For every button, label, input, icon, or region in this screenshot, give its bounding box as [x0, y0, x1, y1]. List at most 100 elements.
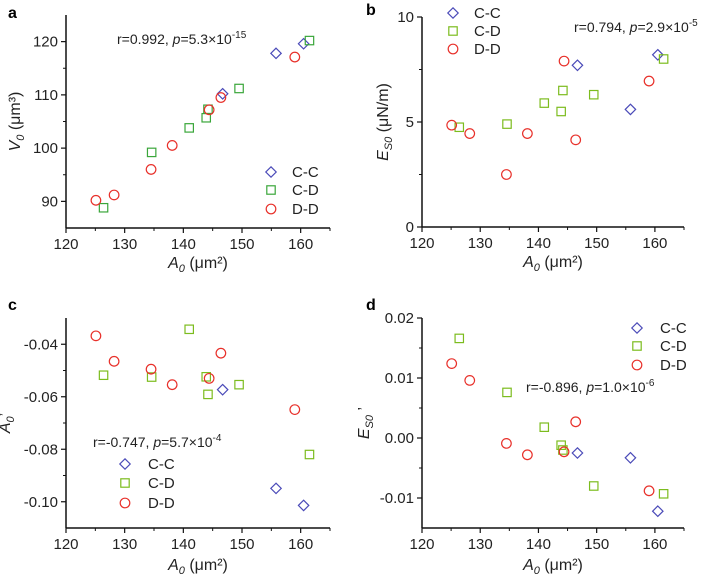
data-point-D-D — [521, 128, 533, 139]
x-label-unit: (μm²) — [185, 255, 228, 272]
x-tick-label: 140 — [171, 236, 196, 253]
legend-label-C-C: C-C — [474, 5, 501, 22]
x-tick-label: 150 — [584, 235, 609, 252]
data-point-C-C — [624, 103, 637, 116]
y-tick-label: 0.01 — [385, 370, 414, 387]
stats-annotation: r=0.794, p=2.9×10-5 — [574, 18, 698, 35]
p-exponent: -6 — [646, 378, 655, 389]
data-point-D-D — [501, 438, 512, 449]
series-C-D — [98, 35, 315, 213]
data-point-C-D — [539, 98, 550, 108]
x-label-unit: (μm²) — [540, 254, 583, 271]
y-axis-label: ES0 ’ — [356, 407, 376, 439]
y-tick-label: 90 — [41, 193, 58, 210]
data-point-C-C — [571, 59, 584, 72]
x-axis-label: A0 (μm²) — [522, 557, 583, 577]
y-label-unit: ’ — [0, 413, 14, 417]
data-point-D-D — [90, 330, 102, 342]
r-value: r=0.794, — [574, 19, 630, 35]
stats-annotation: r=-0.747, p=5.7×10-4 — [93, 433, 222, 450]
data-point-D-D — [203, 372, 215, 384]
data-point-C-D — [98, 370, 109, 381]
legend-marker-C-C — [264, 165, 278, 179]
data-point-C-D — [558, 445, 568, 455]
data-point-D-D — [90, 194, 102, 206]
x-tick-label: 150 — [229, 236, 254, 253]
data-point-D-D — [108, 189, 120, 201]
data-point-D-D — [215, 92, 227, 103]
legend-marker-C-C — [118, 457, 132, 471]
legend-label-D-D: D-D — [474, 41, 501, 58]
data-point-C-C — [651, 48, 664, 61]
legend-marker-D-D — [447, 43, 459, 55]
legend-label-C-D: C-D — [292, 182, 319, 199]
p-symbol: p — [172, 31, 181, 47]
data-point-D-D — [501, 169, 512, 180]
legend-label-D-D: D-D — [292, 201, 319, 218]
p-value: =5.3×10 — [180, 31, 232, 47]
y-tick-label: -0.06 — [24, 389, 58, 406]
data-point-D-D — [166, 379, 178, 391]
y-label-var: A — [0, 423, 14, 435]
data-point-C-C — [297, 499, 310, 512]
x-axis-label: A0 (μm²) — [167, 255, 228, 275]
data-point-C-C — [269, 47, 283, 60]
data-point-C-D — [184, 123, 194, 133]
stats-annotation: r=-0.896, p=1.0×10-6 — [526, 378, 655, 395]
panel-letter: b — [366, 2, 376, 19]
data-point-D-D — [289, 404, 301, 416]
r-value: r=-0.896, — [526, 379, 586, 395]
x-tick-label: 150 — [584, 536, 609, 553]
y-tick-label: 0.02 — [385, 310, 414, 327]
panel-letter: a — [8, 5, 17, 22]
y-label-var: E — [375, 150, 392, 161]
data-point-C-D — [539, 422, 550, 432]
x-tick-label: 120 — [409, 235, 434, 252]
p-symbol: p — [585, 379, 594, 395]
y-label-unit: ’ — [356, 407, 373, 415]
data-point-D-D — [558, 55, 570, 67]
legend-marker-C-C — [446, 6, 460, 20]
data-point-C-C — [216, 87, 229, 100]
legend-label-D-D: D-D — [660, 357, 687, 374]
y-axis-label: V0 (μm³) — [7, 92, 27, 152]
x-label-sub: 0 — [179, 263, 186, 275]
data-point-C-D — [304, 35, 315, 46]
legend-label-C-C: C-C — [292, 164, 319, 181]
data-point-C-D — [184, 324, 194, 335]
p-value: =5.7×10 — [161, 434, 213, 450]
data-point-C-C — [297, 37, 310, 50]
data-point-D-D — [570, 134, 582, 146]
legend-marker-C-C — [630, 321, 644, 335]
series-D-D — [446, 358, 655, 497]
x-tick-label: 160 — [288, 236, 313, 253]
x-tick-label: 150 — [229, 536, 254, 553]
data-point-D-D — [643, 485, 655, 497]
x-label-sub: 0 — [179, 565, 186, 577]
data-point-D-D — [464, 375, 476, 386]
y-label-sub: 0 — [5, 416, 17, 423]
data-point-C-D — [502, 119, 512, 129]
data-point-D-D — [289, 51, 301, 63]
y-tick-label: 0.00 — [385, 430, 414, 447]
x-tick-label: 130 — [112, 536, 137, 553]
series-C-D — [454, 333, 669, 499]
y-tick-label: 100 — [33, 140, 58, 157]
legend-label-D-D: D-D — [148, 495, 175, 512]
p-exponent: -4 — [213, 433, 222, 444]
y-tick-label: 110 — [34, 87, 58, 104]
x-tick-label: 130 — [468, 536, 493, 553]
series-C-D — [454, 54, 669, 133]
legend-label-C-D: C-D — [660, 338, 687, 355]
r-value: r=-0.747, — [93, 434, 153, 450]
x-tick-label: 160 — [642, 235, 667, 252]
legend-marker-C-D — [120, 478, 130, 488]
x-tick-label: 120 — [53, 536, 78, 553]
series-C-C — [571, 48, 664, 116]
data-point-C-D — [588, 481, 599, 491]
y-label-sub: 0 — [15, 134, 27, 141]
data-point-C-D — [454, 122, 465, 133]
